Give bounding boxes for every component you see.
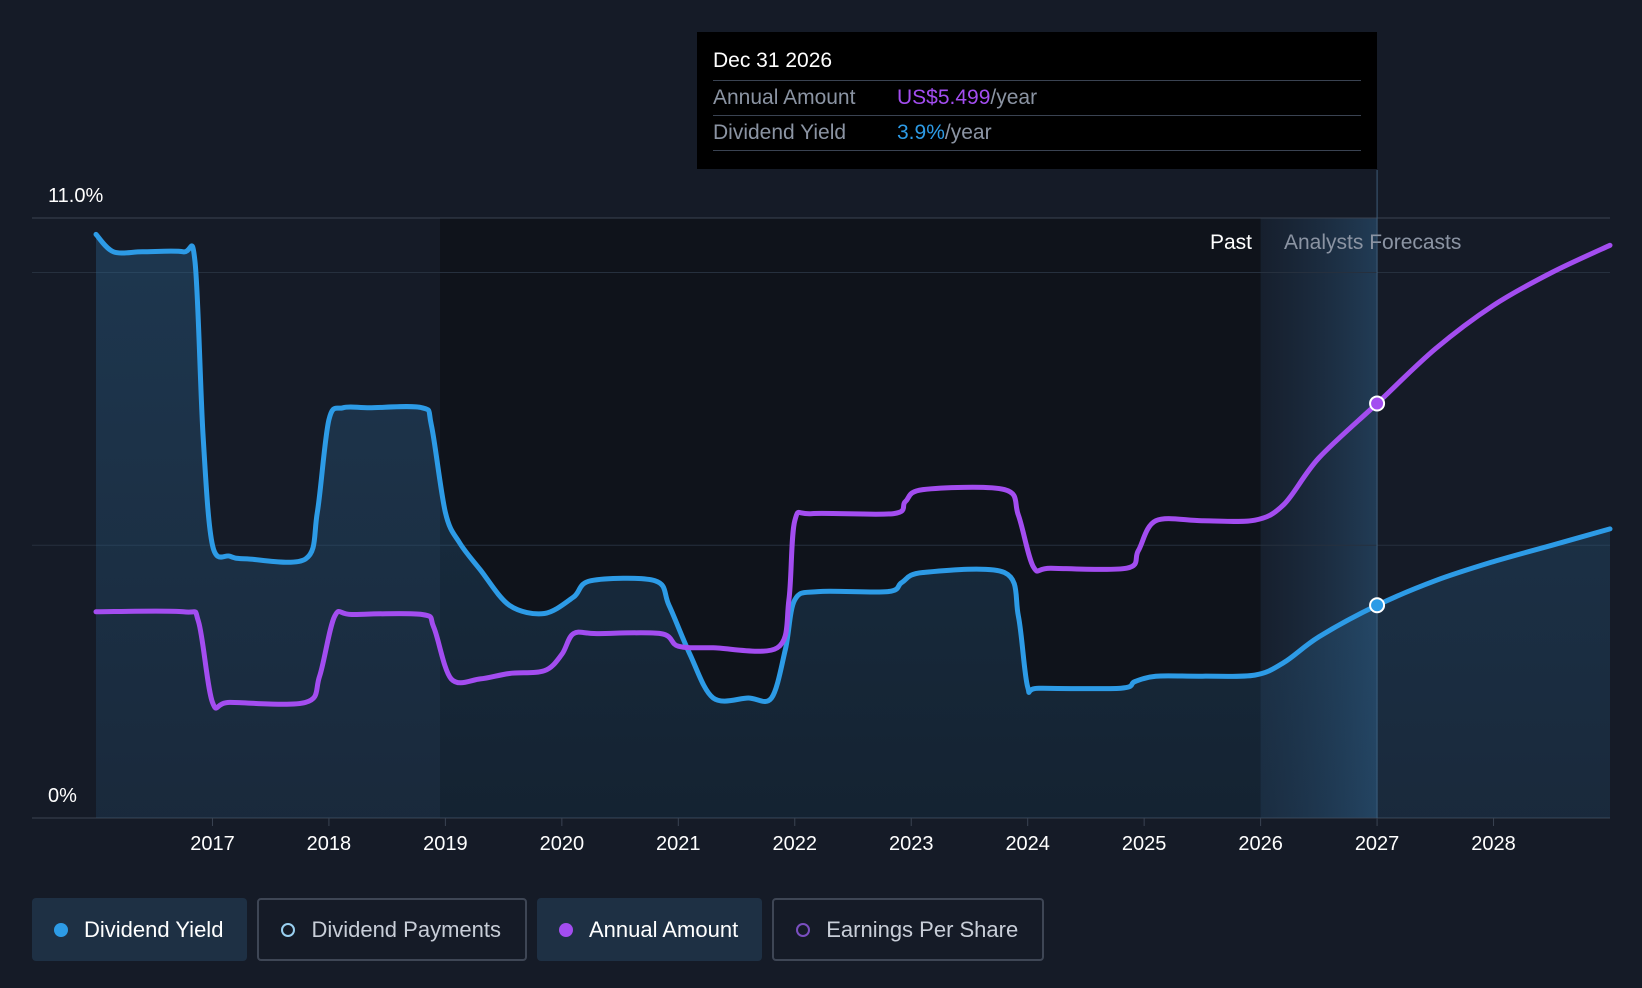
legend-dot-icon [796, 922, 811, 937]
x-tick-label: 2023 [889, 833, 934, 855]
tooltip-label: Annual Amount [713, 86, 856, 109]
x-tick-label: 2028 [1471, 833, 1516, 855]
tooltip-unit: /year [990, 86, 1038, 109]
past-region-label: Past [1210, 231, 1252, 254]
legend-dot-icon [558, 922, 573, 937]
dividend-yield-area [96, 234, 1610, 818]
x-tick-label: 2024 [1005, 833, 1050, 855]
legend-dividend-payments-button[interactable]: Dividend Payments [257, 898, 527, 961]
dividend-yield-selected-point[interactable] [1369, 597, 1386, 614]
x-tick-label: 2021 [656, 833, 701, 855]
legend-label: Annual Amount [588, 916, 739, 942]
tooltip-date: Dec 31 2026 [713, 46, 1361, 81]
legend-label: Dividend Yield [84, 916, 224, 942]
legend-dividend-yield-button[interactable]: Dividend Yield [32, 898, 248, 961]
x-tick-label: 2017 [190, 833, 235, 855]
y-axis-label-top: 11.0% [48, 185, 103, 207]
tooltip-value: US$5.499 [897, 86, 991, 109]
legend-label: Earnings Per Share [826, 916, 1019, 942]
legend: Dividend Yield Dividend Payments Annual … [32, 898, 1045, 961]
legend-dot-icon [281, 922, 296, 937]
legend-dot-icon [54, 922, 68, 937]
legend-earnings-per-share-button[interactable]: Earnings Per Share [772, 898, 1045, 961]
y-axis-label-bottom: 0% [48, 785, 77, 807]
legend-annual-amount-button[interactable]: Annual Amount [536, 898, 763, 961]
x-tick-label: 2020 [540, 833, 585, 855]
tooltip-label: Dividend Yield [713, 121, 847, 144]
x-tick-label: 2027 [1355, 833, 1400, 855]
tooltip-row-annual-amount: Annual Amount US$5.499 /year [713, 81, 1361, 116]
tooltip: Dec 31 2026 Annual Amount US$5.499 /year… [697, 32, 1377, 169]
tooltip-value: 3.9% [897, 121, 945, 144]
forecast-region-label: Analysts Forecasts [1284, 231, 1461, 254]
legend-label: Dividend Payments [311, 916, 501, 942]
dividend-yield-line [93, 231, 1613, 704]
x-tick-label: 2018 [307, 833, 352, 855]
x-tick-label: 2026 [1238, 833, 1283, 855]
x-tick-label: 2019 [423, 833, 468, 855]
annual-amount-selected-point[interactable] [1369, 395, 1386, 412]
x-tick-label: 2022 [773, 833, 818, 855]
annual-amount-line [93, 242, 1613, 711]
tooltip-unit: /year [944, 121, 992, 144]
tooltip-row-dividend-yield: Dividend Yield 3.9% /year [713, 116, 1361, 151]
x-tick-label: 2025 [1122, 833, 1167, 855]
